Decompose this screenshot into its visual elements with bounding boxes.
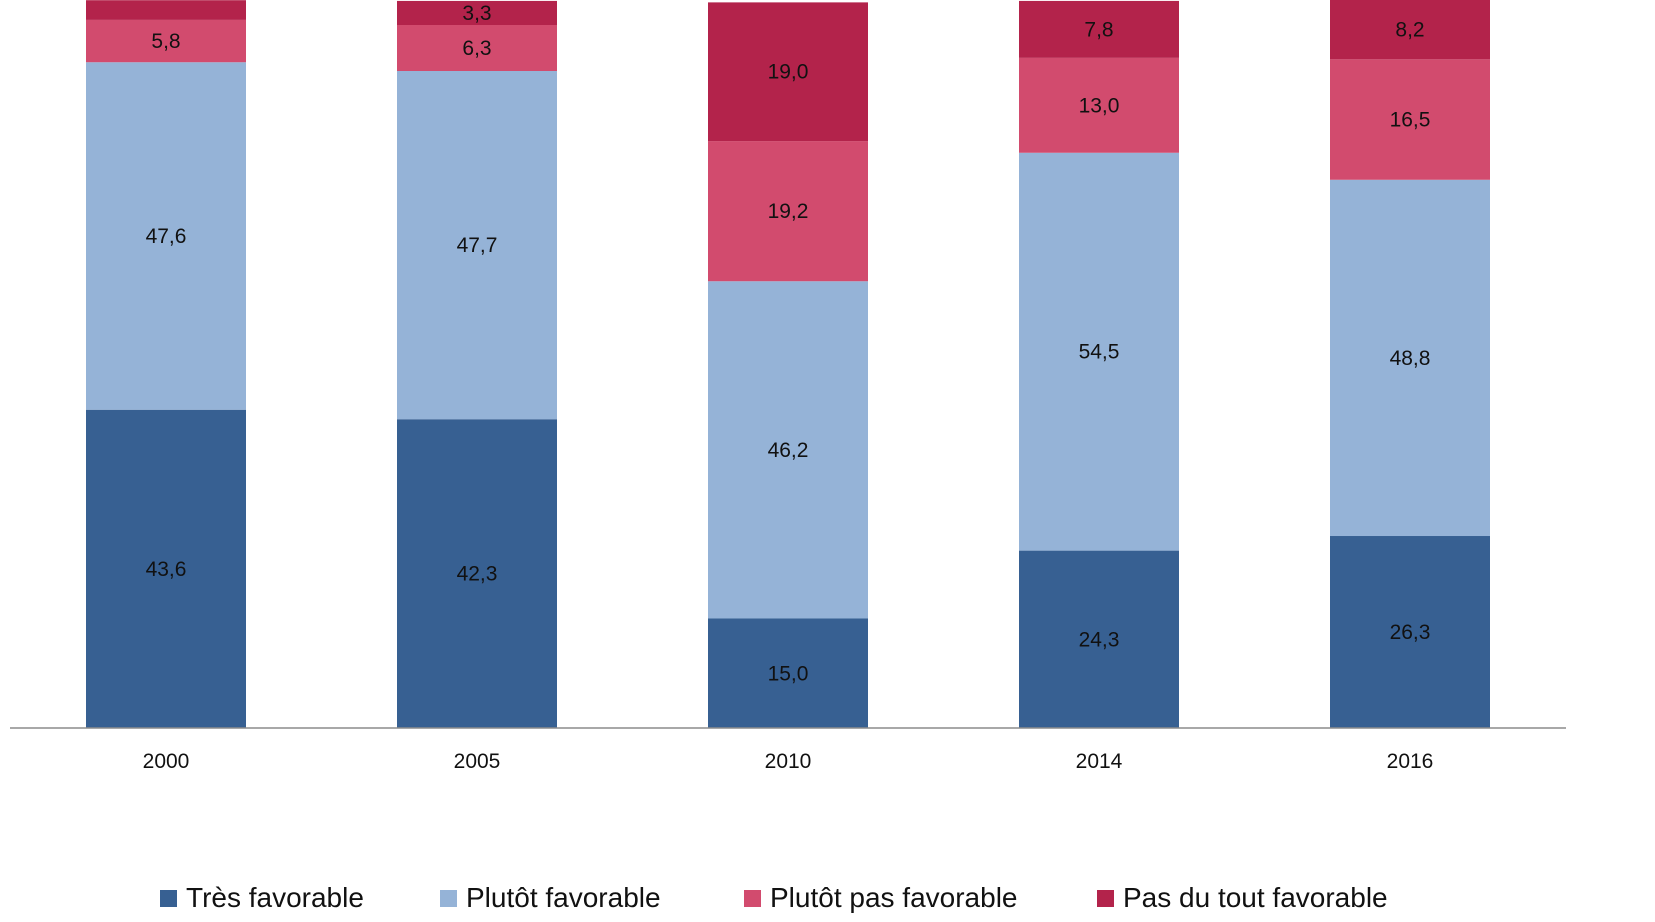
x-tick-label-2014: 2014 [1076,750,1123,773]
legend-label: Plutôt favorable [466,882,661,913]
bar-pas-du-tout-favorable-2005 [397,0,557,26]
data-label-tres-favorable-2014: 24,3 [1079,628,1120,651]
data-labels-layer: 43,647,65,82,742,347,76,33,315,046,219,2… [146,2,1431,685]
bar-plutot-favorable-2010 [708,281,868,619]
bars-layer [86,0,1490,728]
bar-plutot-favorable-2016 [1330,179,1490,537]
bar-tres-favorable-2000 [86,409,246,728]
data-label-plutot-favorable-2010: 46,2 [768,439,809,462]
legend-item-plutot-pas-favorable: Plutôt pas favorable [744,882,1018,914]
data-label-pas-du-tout-favorable-2014: 7,8 [1084,18,1113,41]
legend-swatch [1097,889,1114,907]
stacked-bar-chart: 43,647,65,82,742,347,76,33,315,046,219,2… [10,0,1566,773]
data-label-plutot-favorable-2016: 48,8 [1390,347,1431,370]
x-tick-label-2010: 2010 [765,750,812,773]
legend-swatch [744,889,761,907]
data-label-pas-du-tout-favorable-2016: 8,2 [1395,18,1424,41]
bar-pas-du-tout-favorable-2010 [708,2,868,142]
data-label-plutot-favorable-2005: 47,7 [457,234,498,257]
x-tick-labels: 2000 2005 2010 2014 2016 [143,750,1434,773]
data-label-pas-du-tout-favorable-2010: 19,0 [768,61,809,84]
x-tick-label-2016: 2016 [1387,750,1434,773]
bar-pas-du-tout-favorable-2016 [1330,0,1490,60]
data-label-tres-favorable-2005: 42,3 [457,563,498,586]
x-tick-label-2005: 2005 [454,750,501,773]
data-label-plutot-favorable-2000: 47,6 [146,225,187,248]
data-label-plutot-pas-favorable-2010: 19,2 [768,200,809,223]
data-label-pas-du-tout-favorable-2005: 3,3 [462,2,491,25]
data-label-plutot-pas-favorable-2014: 13,0 [1079,94,1120,117]
legend-swatch [160,889,177,907]
legend-swatch [440,889,457,907]
bar-plutot-pas-favorable-2014 [1019,57,1179,153]
data-label-tres-favorable-2016: 26,3 [1390,621,1431,644]
data-label-plutot-pas-favorable-2016: 16,5 [1390,109,1431,132]
bar-pas-du-tout-favorable-2000 [86,0,246,20]
bar-tres-favorable-2005 [397,419,557,728]
bar-tres-favorable-2014 [1019,550,1179,728]
bar-tres-favorable-2010 [708,618,868,728]
legend: Très favorable Plutôt favorable Plutôt pas… [0,882,1655,922]
data-label-tres-favorable-2000: 43,6 [146,558,187,581]
bar-plutot-pas-favorable-2010 [708,141,868,282]
bar-tres-favorable-2016 [1330,536,1490,728]
legend-item-plutot-favorable: Plutôt favorable [440,882,661,914]
x-tick-label-2000: 2000 [143,750,190,773]
data-label-tres-favorable-2010: 15,0 [768,662,809,685]
data-label-plutot-pas-favorable-2005: 6,3 [462,37,491,60]
legend-label: Pas du tout favorable [1123,882,1388,913]
data-label-plutot-favorable-2014: 54,5 [1079,341,1120,364]
bar-plutot-favorable-2005 [397,71,557,420]
legend-label: Très favorable [186,882,364,913]
bar-plutot-favorable-2000 [86,62,246,410]
legend-item-pas-du-tout-favorable: Pas du tout favorable [1097,882,1388,914]
bar-plutot-favorable-2014 [1019,152,1179,551]
bar-plutot-pas-favorable-2016 [1330,59,1490,180]
legend-item-tres-favorable: Très favorable [160,882,364,914]
bar-pas-du-tout-favorable-2014 [1019,0,1179,58]
legend-label: Plutôt pas favorable [770,882,1018,913]
data-label-plutot-pas-favorable-2000: 5,8 [151,30,180,53]
bar-plutot-pas-favorable-2000 [86,19,246,63]
bar-plutot-pas-favorable-2005 [397,25,557,71]
